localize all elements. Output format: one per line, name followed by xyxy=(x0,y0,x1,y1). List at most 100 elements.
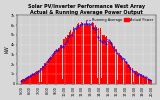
Bar xyxy=(34,73,35,84)
Bar xyxy=(123,60,124,84)
Bar xyxy=(115,48,116,84)
Bar xyxy=(81,22,82,84)
Bar xyxy=(66,38,67,84)
Bar xyxy=(101,78,102,84)
Bar xyxy=(86,21,87,84)
Bar xyxy=(71,34,72,84)
Bar xyxy=(80,25,81,84)
Bar xyxy=(52,56,53,84)
Bar xyxy=(70,30,71,84)
Legend: Running Average, Actual Power: Running Average, Actual Power xyxy=(85,17,154,22)
Bar xyxy=(39,82,40,84)
Bar xyxy=(69,32,70,84)
Bar xyxy=(48,59,49,84)
Bar xyxy=(127,64,128,84)
Bar xyxy=(61,45,62,84)
Bar xyxy=(83,22,84,84)
Bar xyxy=(73,27,74,84)
Bar xyxy=(40,68,41,84)
Bar xyxy=(24,78,25,84)
Bar xyxy=(29,77,30,84)
Y-axis label: kW: kW xyxy=(4,46,9,53)
Bar xyxy=(142,76,143,84)
Bar xyxy=(98,28,99,84)
Bar xyxy=(49,58,50,84)
Bar xyxy=(145,77,146,84)
Bar xyxy=(28,76,29,84)
Bar xyxy=(93,23,94,84)
Bar xyxy=(135,71,136,84)
Bar xyxy=(125,60,126,84)
Bar xyxy=(53,53,54,84)
Bar xyxy=(95,25,96,84)
Bar xyxy=(91,24,92,84)
Bar xyxy=(133,82,134,84)
Bar xyxy=(96,27,97,84)
Bar xyxy=(33,74,34,84)
Bar xyxy=(107,40,108,84)
Bar xyxy=(82,23,83,84)
Bar xyxy=(58,48,59,84)
Bar xyxy=(138,73,139,84)
Bar xyxy=(21,80,22,84)
Bar xyxy=(55,51,56,84)
Bar xyxy=(50,57,51,84)
Bar xyxy=(122,59,123,84)
Bar xyxy=(51,57,52,84)
Bar xyxy=(27,78,28,84)
Bar xyxy=(126,62,127,84)
Bar xyxy=(124,60,125,84)
Bar xyxy=(147,78,148,84)
Bar xyxy=(109,42,110,84)
Bar xyxy=(22,79,23,84)
Bar xyxy=(111,42,112,84)
Bar xyxy=(140,74,141,84)
Bar xyxy=(144,77,145,84)
Bar xyxy=(31,75,32,84)
Bar xyxy=(36,71,37,84)
Bar xyxy=(63,39,64,84)
Bar xyxy=(47,60,48,84)
Bar xyxy=(99,30,100,84)
Bar xyxy=(104,35,105,84)
Bar xyxy=(41,82,42,84)
Bar xyxy=(148,78,149,84)
Bar xyxy=(146,78,147,84)
Bar xyxy=(54,51,55,84)
Bar xyxy=(128,64,129,84)
Bar xyxy=(23,79,24,84)
Bar xyxy=(79,27,80,84)
Bar xyxy=(134,71,135,84)
Bar xyxy=(67,35,68,84)
Bar xyxy=(94,26,95,84)
Bar xyxy=(45,64,46,84)
Bar xyxy=(76,28,77,84)
Bar xyxy=(137,72,138,84)
Bar xyxy=(30,75,31,84)
Bar xyxy=(74,30,75,84)
Bar xyxy=(89,25,90,84)
Bar xyxy=(62,79,63,84)
Bar xyxy=(119,53,120,84)
Bar xyxy=(149,79,150,84)
Bar xyxy=(102,35,103,84)
Bar xyxy=(92,22,93,84)
Bar xyxy=(32,74,33,84)
Bar xyxy=(121,56,122,84)
Bar xyxy=(75,29,76,84)
Bar xyxy=(35,72,36,84)
Bar xyxy=(88,25,89,84)
Bar xyxy=(141,75,142,84)
Bar xyxy=(25,78,26,84)
Bar xyxy=(84,24,85,84)
Bar xyxy=(112,44,113,84)
Bar xyxy=(56,50,57,84)
Bar xyxy=(78,23,79,84)
Bar xyxy=(150,80,151,84)
Bar xyxy=(106,36,107,84)
Bar xyxy=(46,62,47,84)
Bar xyxy=(90,24,91,84)
Bar xyxy=(131,67,132,84)
Bar xyxy=(60,45,61,84)
Bar xyxy=(120,55,121,84)
